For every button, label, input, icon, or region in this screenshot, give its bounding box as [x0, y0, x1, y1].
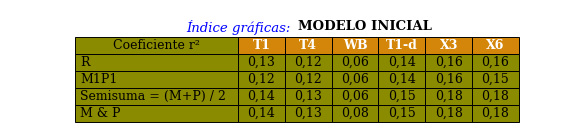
Bar — [285, 54, 332, 71]
Text: 0,14: 0,14 — [388, 73, 416, 86]
Text: M1P1: M1P1 — [80, 73, 118, 86]
Bar — [238, 71, 285, 88]
Text: R: R — [80, 56, 90, 69]
Text: Coeficiente r²: Coeficiente r² — [113, 39, 200, 52]
Bar — [472, 105, 519, 122]
Text: 0,13: 0,13 — [294, 107, 323, 120]
Bar — [425, 54, 472, 71]
Text: 0,06: 0,06 — [341, 90, 369, 103]
Text: WB: WB — [343, 39, 368, 52]
Bar — [379, 54, 425, 71]
Text: 0,06: 0,06 — [341, 73, 369, 86]
Text: M & P: M & P — [80, 107, 120, 120]
Bar — [425, 37, 472, 54]
Bar — [75, 37, 238, 54]
Text: 0,14: 0,14 — [248, 107, 276, 120]
Bar — [75, 71, 238, 88]
Text: 0,06: 0,06 — [341, 56, 369, 69]
Bar — [285, 105, 332, 122]
Bar — [379, 88, 425, 105]
Text: 0,15: 0,15 — [388, 90, 416, 103]
Text: MODELO INICIAL: MODELO INICIAL — [298, 20, 431, 33]
Text: Índice gráficas:: Índice gráficas: — [186, 20, 295, 35]
Text: X3: X3 — [439, 39, 458, 52]
Text: 0,18: 0,18 — [435, 90, 463, 103]
Text: 0,16: 0,16 — [482, 56, 510, 69]
Bar — [472, 37, 519, 54]
Bar — [332, 37, 379, 54]
Bar — [75, 88, 238, 105]
Bar — [285, 37, 332, 54]
Bar — [425, 88, 472, 105]
Bar — [238, 105, 285, 122]
Bar — [332, 88, 379, 105]
Text: 0,12: 0,12 — [294, 73, 322, 86]
Text: X6: X6 — [486, 39, 505, 52]
Text: 0,12: 0,12 — [294, 56, 322, 69]
Bar — [238, 88, 285, 105]
Text: 0,14: 0,14 — [248, 90, 276, 103]
Bar — [472, 54, 519, 71]
Text: 0,08: 0,08 — [341, 107, 369, 120]
Text: T1: T1 — [252, 39, 270, 52]
Bar — [425, 105, 472, 122]
Text: 0,13: 0,13 — [294, 90, 323, 103]
Bar — [285, 71, 332, 88]
Text: T1-d: T1-d — [386, 39, 418, 52]
Text: 0,16: 0,16 — [435, 56, 463, 69]
Text: 0,12: 0,12 — [248, 73, 276, 86]
Text: 0,16: 0,16 — [435, 73, 463, 86]
Bar — [285, 88, 332, 105]
Bar — [379, 37, 425, 54]
Bar — [332, 71, 379, 88]
Bar — [75, 105, 238, 122]
Bar — [472, 71, 519, 88]
Bar — [238, 54, 285, 71]
Bar — [425, 71, 472, 88]
Bar — [238, 37, 285, 54]
Bar — [472, 88, 519, 105]
Text: 0,18: 0,18 — [482, 90, 510, 103]
Text: T4: T4 — [299, 39, 317, 52]
Bar — [379, 105, 425, 122]
Text: 0,18: 0,18 — [435, 107, 463, 120]
Bar — [332, 54, 379, 71]
Bar — [332, 105, 379, 122]
Text: 0,13: 0,13 — [248, 56, 276, 69]
Text: 0,18: 0,18 — [482, 107, 510, 120]
Bar — [75, 54, 238, 71]
Text: 0,14: 0,14 — [388, 56, 416, 69]
Text: 0,15: 0,15 — [482, 73, 510, 86]
Text: Semisuma = (M+P) / 2: Semisuma = (M+P) / 2 — [80, 90, 226, 103]
Bar — [379, 71, 425, 88]
Text: 0,15: 0,15 — [388, 107, 416, 120]
